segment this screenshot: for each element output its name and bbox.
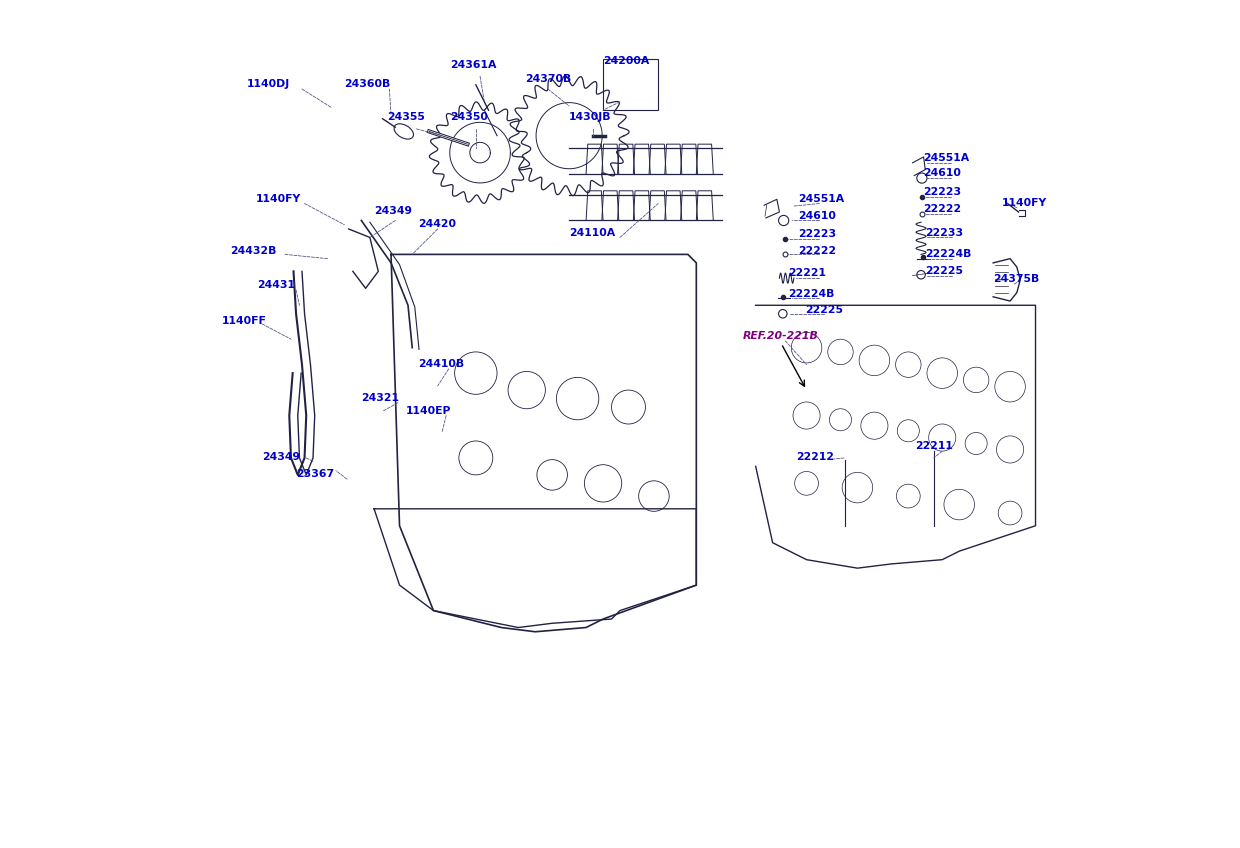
Text: 22221: 22221 <box>787 269 826 278</box>
Text: 22225: 22225 <box>925 266 963 276</box>
Text: 22222: 22222 <box>924 204 962 214</box>
Text: 1140FF: 1140FF <box>222 316 267 326</box>
Text: 24551A: 24551A <box>799 194 844 204</box>
Text: 23367: 23367 <box>296 470 335 479</box>
Text: 22222: 22222 <box>799 246 836 255</box>
Text: 22225: 22225 <box>805 305 843 315</box>
Text: 24355: 24355 <box>387 113 424 122</box>
Text: 22212: 22212 <box>796 452 835 461</box>
Text: 24349: 24349 <box>374 206 412 215</box>
Text: 22224B: 22224B <box>925 249 972 259</box>
Text: 24431: 24431 <box>257 281 295 290</box>
Bar <box>603 59 658 110</box>
Text: 24551A: 24551A <box>924 153 970 163</box>
Text: 24420: 24420 <box>418 220 456 229</box>
Text: 22211: 22211 <box>915 442 954 451</box>
Text: 24350: 24350 <box>450 113 489 122</box>
Text: REF.20-221B: REF.20-221B <box>743 332 818 341</box>
Text: 1430JB: 1430JB <box>569 113 611 122</box>
Text: 22223: 22223 <box>799 230 836 239</box>
Text: 24610: 24610 <box>799 211 836 220</box>
Text: 24110A: 24110A <box>569 228 615 237</box>
Text: 24375B: 24375B <box>993 275 1039 284</box>
Text: 24200A: 24200A <box>603 56 650 65</box>
Text: 22233: 22233 <box>925 228 963 237</box>
Text: 24360B: 24360B <box>345 80 391 89</box>
Text: 24321: 24321 <box>361 393 399 403</box>
Text: 1140DJ: 1140DJ <box>247 80 290 89</box>
Text: 24349: 24349 <box>262 452 300 461</box>
Text: 24361A: 24361A <box>450 60 497 70</box>
Text: 1140FY: 1140FY <box>1002 198 1047 208</box>
Text: 24432B: 24432B <box>229 247 277 256</box>
Text: 1140FY: 1140FY <box>255 194 300 204</box>
Text: 22223: 22223 <box>924 187 962 197</box>
Text: 22224B: 22224B <box>787 289 835 298</box>
Text: 24410B: 24410B <box>418 360 464 369</box>
Text: 24610: 24610 <box>924 169 961 178</box>
Text: 24370B: 24370B <box>525 75 572 84</box>
Text: 1140EP: 1140EP <box>407 406 451 416</box>
